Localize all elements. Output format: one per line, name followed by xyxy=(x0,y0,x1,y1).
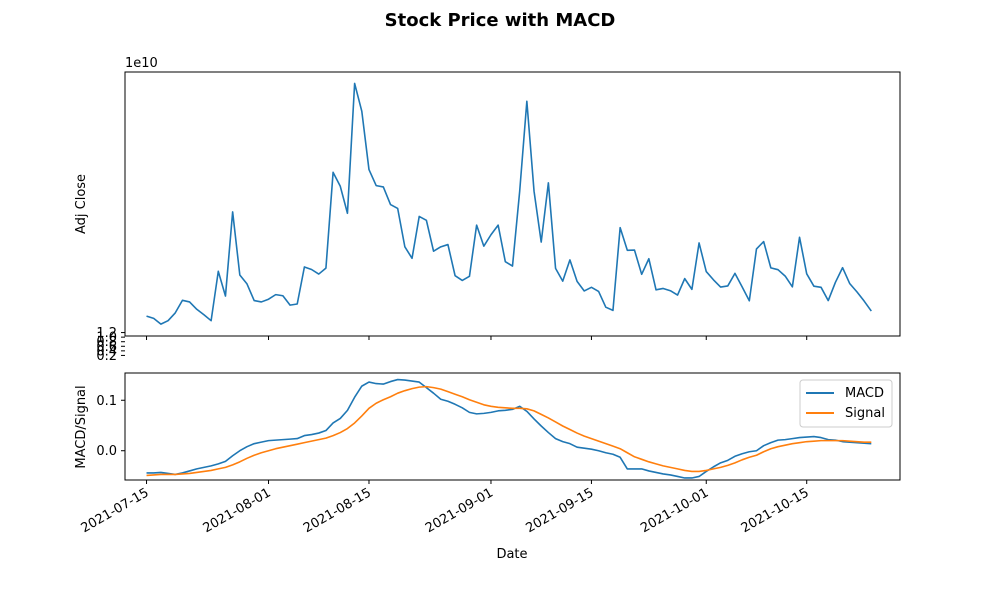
macd-x-axis-label: Date xyxy=(496,547,527,562)
macd-axes-frame xyxy=(124,372,901,481)
price-y-ticks: 0.20.40.60.81.01.2 xyxy=(96,326,125,364)
price-lines xyxy=(146,82,872,325)
price-y-tick-label: 0.8 xyxy=(96,335,117,350)
macd-series-line-macd xyxy=(146,378,872,479)
macd-series-line-signal xyxy=(146,385,872,477)
price-offset-text: 1e10 xyxy=(125,56,158,71)
price-y-tick-label: 0.2 xyxy=(96,349,117,364)
price-y-axis-label: Adj Close xyxy=(74,174,89,234)
legend-label-signal: Signal xyxy=(845,406,885,421)
legend-label-macd: MACD xyxy=(845,386,884,401)
price-y-tick-label: 0.6 xyxy=(96,340,117,355)
price-y-tick-label: 1.0 xyxy=(96,331,117,346)
macd-y-tick-label: 0.1 xyxy=(96,394,117,409)
chart-title: Stock Price with MACD xyxy=(385,10,616,31)
legend: MACD Signal xyxy=(799,379,893,428)
price-x-ticks xyxy=(146,336,808,340)
price-y-tick-label: 1.2 xyxy=(96,326,117,341)
macd-y-ticks: 0.0 0.1 xyxy=(96,394,125,459)
price-panel: 0.20.40.60.81.01.2 1e10 Adj Close xyxy=(74,56,901,364)
price-series-line xyxy=(146,82,872,325)
macd-y-tick-label: 0.0 xyxy=(96,444,117,459)
legend-box xyxy=(799,379,893,428)
price-y-tick-label: 0.4 xyxy=(96,344,117,359)
price-axes-frame xyxy=(124,71,901,337)
macd-y-axis-label: MACD/Signal xyxy=(74,385,89,468)
macd-lines xyxy=(146,378,872,479)
